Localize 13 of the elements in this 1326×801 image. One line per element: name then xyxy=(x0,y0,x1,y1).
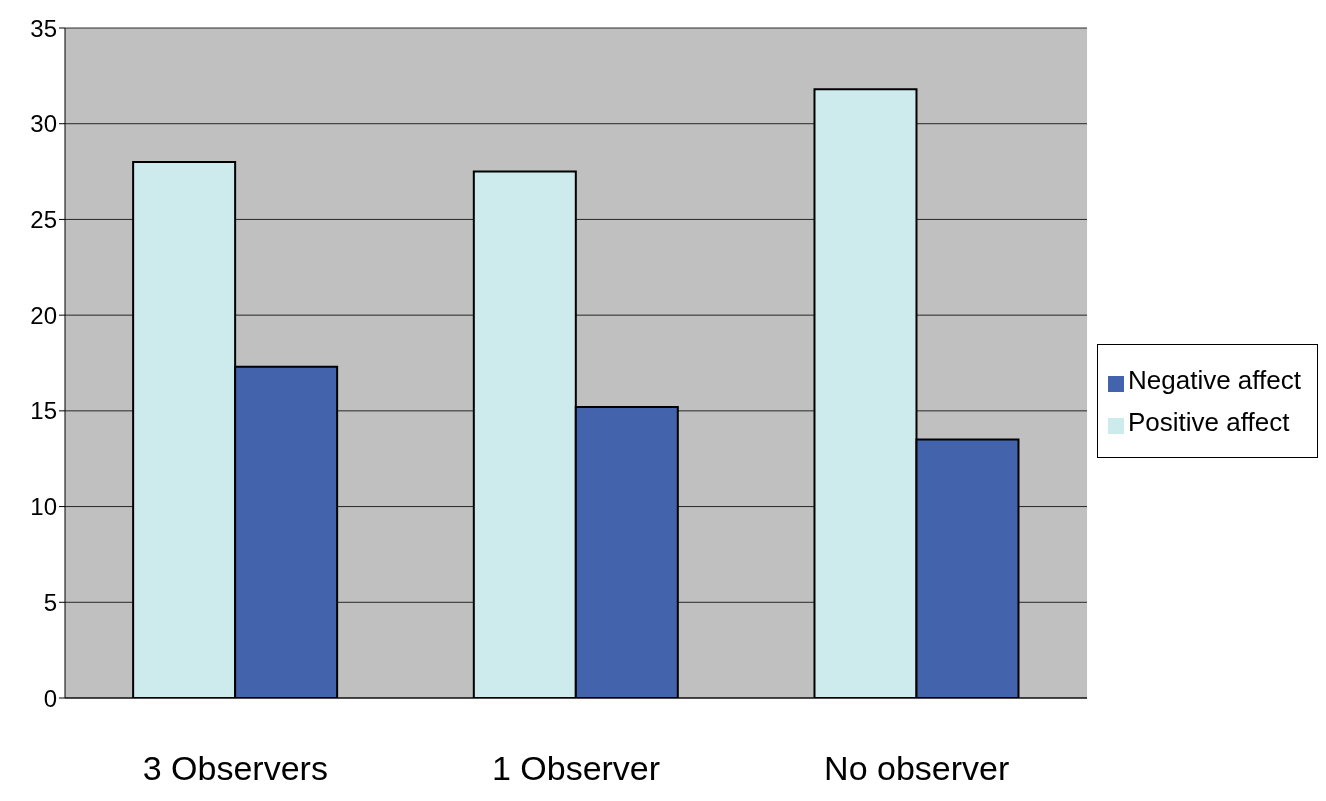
legend-label: Negative affect xyxy=(1128,364,1301,395)
y-tick-label: 0 xyxy=(43,684,57,712)
x-tick-label: 3 Observers xyxy=(142,749,328,788)
y-tick-label: 15 xyxy=(30,397,57,425)
x-tick-label: 1 Observer xyxy=(491,749,661,788)
y-tick-label: 20 xyxy=(30,301,57,329)
x-tick-label: No observer xyxy=(824,749,1010,788)
y-tick-label: 10 xyxy=(30,493,57,521)
legend-label: Positive affect xyxy=(1128,406,1290,437)
y-tick-label: 25 xyxy=(30,205,57,233)
y-tick-label: 5 xyxy=(43,588,57,616)
y-tick-label: 30 xyxy=(30,110,57,138)
y-tick-label: 35 xyxy=(30,14,57,42)
